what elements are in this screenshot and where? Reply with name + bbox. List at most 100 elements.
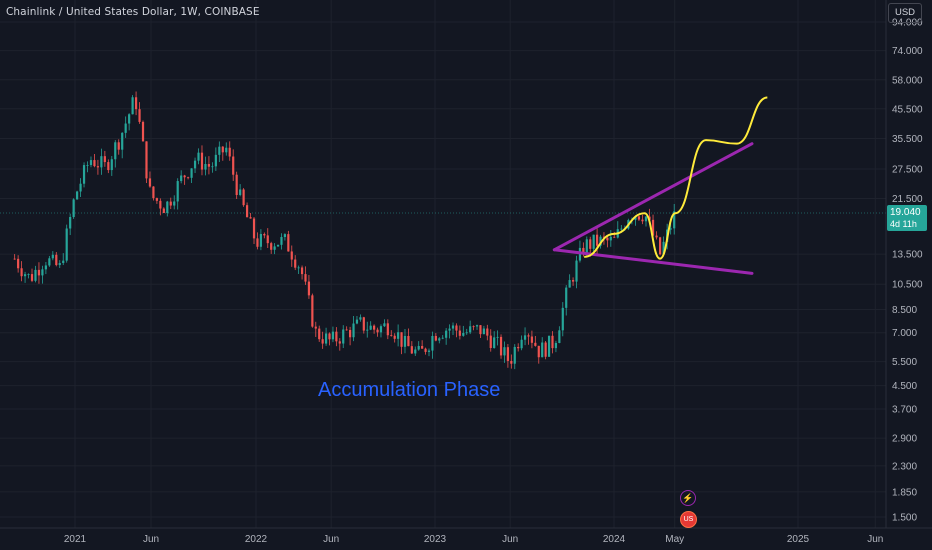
candle-body — [294, 259, 297, 268]
candle-body — [582, 247, 585, 255]
candle-body — [390, 335, 393, 337]
candle-body — [335, 331, 338, 342]
candle-body — [155, 198, 158, 201]
candle-body — [599, 236, 602, 246]
candle-body — [523, 335, 527, 340]
candle-body — [537, 345, 540, 358]
candle-body — [383, 323, 386, 327]
time-tick-label: May — [665, 534, 684, 545]
candle-body — [183, 175, 186, 178]
candle-body — [55, 254, 58, 266]
candle-body — [13, 258, 16, 260]
currency-button[interactable]: USD — [888, 3, 922, 23]
candle-body — [595, 234, 599, 246]
candle-body — [489, 335, 492, 348]
candle-body — [499, 336, 503, 356]
candle-body — [520, 339, 523, 349]
time-axis: 2021 Jun 2022 Jun 2023 Jun 2024 May 2025 Jun — [0, 527, 932, 545]
candle-body — [176, 181, 179, 202]
candle-body — [496, 336, 499, 338]
candle-body — [472, 326, 475, 328]
candle-body — [110, 159, 113, 171]
candle-body — [373, 325, 376, 330]
candle-body — [362, 317, 365, 331]
candle-body — [547, 335, 551, 357]
candle-body — [37, 269, 41, 276]
candle-body — [458, 330, 461, 336]
candle-body — [424, 348, 427, 352]
price-tick-label: 7.000 — [892, 328, 917, 339]
candle-body — [486, 328, 489, 336]
candle-body — [641, 219, 644, 222]
price-tick-label: 3.700 — [892, 404, 917, 415]
candle-body — [441, 337, 444, 339]
candle-body — [121, 132, 124, 150]
candle-body — [644, 216, 648, 222]
price-tick-label: 35.500 — [892, 134, 923, 145]
price-tick-label: 94.000 — [892, 18, 923, 29]
candle-body — [41, 269, 44, 276]
candle-body — [124, 123, 127, 133]
candle-body — [245, 205, 249, 218]
lightning-icon[interactable]: ⚡ — [680, 490, 696, 506]
candle-body — [359, 317, 362, 320]
price-axis: 94.000 74.000 58.000 45.500 35.500 27.500 21.5… — [885, 0, 932, 550]
candle-body — [386, 323, 389, 336]
time-tick-label: Jun — [502, 534, 518, 545]
candle-body — [318, 328, 321, 340]
candle-body — [239, 189, 242, 195]
candle-body — [82, 165, 86, 184]
candle-body — [355, 319, 359, 324]
candle-body — [565, 287, 568, 308]
time-tick-label: Jun — [143, 534, 159, 545]
candle-body — [620, 228, 623, 230]
candle-body — [369, 325, 372, 330]
candle-body — [585, 239, 588, 255]
candle-body — [609, 236, 612, 241]
candle-body — [541, 342, 544, 358]
time-tick-label: Jun — [867, 534, 883, 545]
candle-body — [376, 329, 379, 333]
candle-body — [342, 329, 345, 344]
candle-body — [568, 280, 571, 288]
candle-body — [69, 217, 72, 229]
candle-body — [431, 335, 434, 351]
time-tick-label: 2024 — [603, 534, 626, 545]
candle-body — [348, 329, 352, 338]
candle-body — [100, 156, 103, 168]
us-flag-icon[interactable]: US — [680, 511, 697, 528]
candle-body — [30, 274, 34, 281]
candle-body — [397, 332, 400, 339]
candle-body — [283, 234, 287, 238]
price-tick-label: 1.500 — [892, 513, 917, 524]
candle-body — [328, 333, 331, 340]
candle-body — [225, 147, 228, 153]
candle-body — [159, 200, 162, 209]
candle-body — [187, 177, 190, 179]
time-tick-label: 2021 — [64, 534, 87, 545]
candle-body — [393, 335, 396, 339]
candle-body — [527, 335, 530, 337]
candle-body — [469, 326, 472, 333]
candle-body — [669, 228, 672, 230]
candle-body — [345, 329, 348, 331]
candle-body — [297, 267, 300, 269]
candle-body — [211, 166, 214, 168]
candle-body — [311, 295, 314, 327]
candle-body — [280, 237, 283, 245]
trendline-lower — [552, 248, 754, 275]
candle-body — [434, 335, 437, 341]
candle-body — [634, 216, 637, 220]
candle-body — [445, 330, 448, 338]
candle-body — [152, 186, 155, 199]
candle-body — [131, 97, 134, 115]
candle-body — [79, 183, 82, 192]
candle-body — [76, 191, 79, 200]
candle-body — [421, 346, 424, 349]
candle-body — [148, 178, 152, 187]
grid — [0, 0, 886, 528]
candle-body — [651, 219, 655, 236]
price-tick-label: 74.000 — [892, 46, 923, 57]
candle-body — [242, 189, 245, 206]
